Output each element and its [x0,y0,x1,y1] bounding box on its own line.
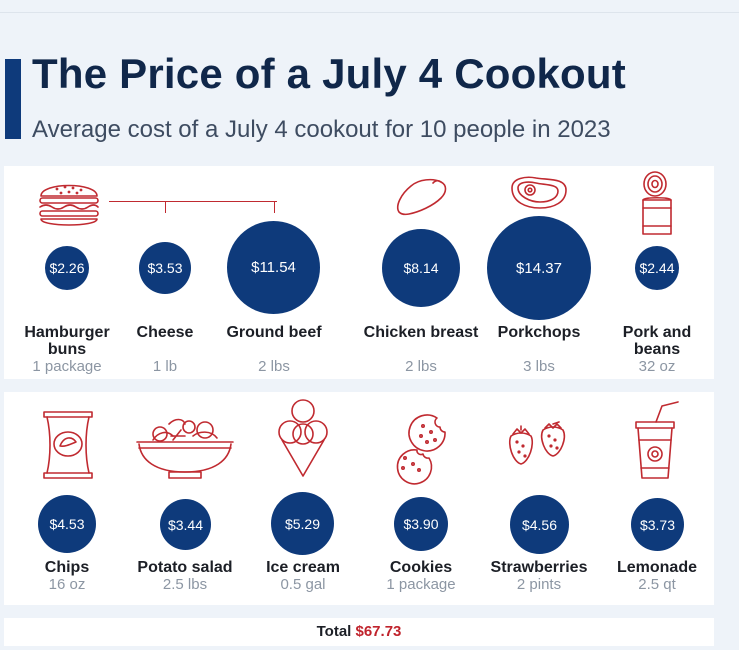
item-hamburger-buns: $2.26 Hamburger buns 1 package [8,166,126,379]
item-name: Ground beef [226,324,322,341]
price-circle-cheese: $3.53 [139,242,191,294]
item-quantity: 3 lbs [523,358,555,375]
item-name: Ice cream [266,559,340,576]
page-subtitle: Average cost of a July 4 cookout for 10 … [32,116,611,143]
price-circle-hamburger-buns: $2.26 [45,246,89,290]
strawberries-icon [508,421,566,465]
connector-tick-cheese [165,201,166,213]
total-label: Total [316,623,352,640]
item-name: Cookies [389,559,453,576]
item-name: Porkchops [497,324,581,341]
item-quantity: 2 pints [516,576,562,593]
item-potato-salad: $3.44 Potato salad 2.5 lbs [126,392,244,605]
item-quantity: 16 oz [48,576,86,593]
item-quantity: 1 package [386,576,456,593]
item-quantity: 0.5 gal [280,576,326,593]
cookout-panel-mains: $2.26 Hamburger buns 1 package $3.53 Che… [4,166,714,379]
item-quantity: 2.5 qt [638,576,676,593]
top-divider [0,12,739,13]
chips-bag-icon [43,411,93,479]
price-circle-porkchops: $14.37 [487,216,591,320]
item-chips: $4.53 Chips 16 oz [8,392,126,605]
price-circle-ground-beef: $11.54 [227,221,320,314]
total-value: $67.73 [355,623,402,640]
item-quantity: 2 lbs [258,358,290,375]
title-accent-bar [5,59,21,139]
item-name: Lemonade [616,559,697,576]
item-chicken-breast: $8.14 Chicken breast 2 lbs [362,166,480,379]
item-quantity: 32 oz [638,358,676,375]
price-circle-pork-and-beans: $2.44 [635,246,679,290]
item-cheese: $3.53 Cheese 1 lb [106,166,224,379]
hamburger-icon [39,184,99,226]
total-panel: Total $67.73 [4,618,714,646]
item-name: Potato salad [137,559,233,576]
item-lemonade: $3.73 Lemonade 2.5 qt [598,392,716,605]
item-name: Strawberries [490,559,588,576]
porkchop-icon [511,176,567,209]
cookout-panel-sides: $4.53 Chips 16 oz $3.44 Potato salad 2.5… [4,392,714,605]
item-cookies: $3.90 Cookies 1 package [362,392,480,605]
page-title: The Price of a July 4 Cookout [32,50,626,97]
price-circle-chicken-breast: $8.14 [382,229,460,307]
item-name: Chips [44,559,90,576]
can-icon [642,171,672,235]
item-name: Cheese [136,324,194,341]
item-quantity: 1 lb [152,358,178,375]
item-quantity: 2 lbs [405,358,437,375]
lemonade-cup-icon [635,401,679,479]
item-quantity: 1 package [32,358,102,375]
chicken-breast-icon [396,178,447,216]
item-strawberries: $4.56 Strawberries 2 pints [480,392,598,605]
price-circle-cookies: $3.90 [394,497,448,551]
price-circle-ice-cream: $5.29 [271,492,334,555]
item-name: Pork and beans [622,324,692,358]
ice-cream-cone-icon [278,399,328,477]
connector-tick-ground-beef [274,201,275,213]
item-ice-cream: $5.29 Ice cream 0.5 gal [244,392,362,605]
cookies-icon [396,414,446,485]
item-ground-beef: $11.54 Ground beef 2 lbs [215,166,333,379]
total-line: Total $67.73 [4,623,714,640]
item-name: Hamburger buns [24,324,110,358]
item-name: Chicken breast [363,324,479,341]
price-circle-potato-salad: $3.44 [160,499,211,550]
price-circle-lemonade: $3.73 [631,498,684,551]
item-quantity: 2.5 lbs [162,576,208,593]
item-porkchops: $14.37 Porkchops 3 lbs [480,166,598,379]
price-circle-chips: $4.53 [38,495,96,553]
salad-bowl-icon [136,418,234,479]
price-circle-strawberries: $4.56 [510,495,569,554]
burger-components-connector [109,201,277,215]
item-pork-and-beans: $2.44 Pork and beans 32 oz [598,166,716,379]
